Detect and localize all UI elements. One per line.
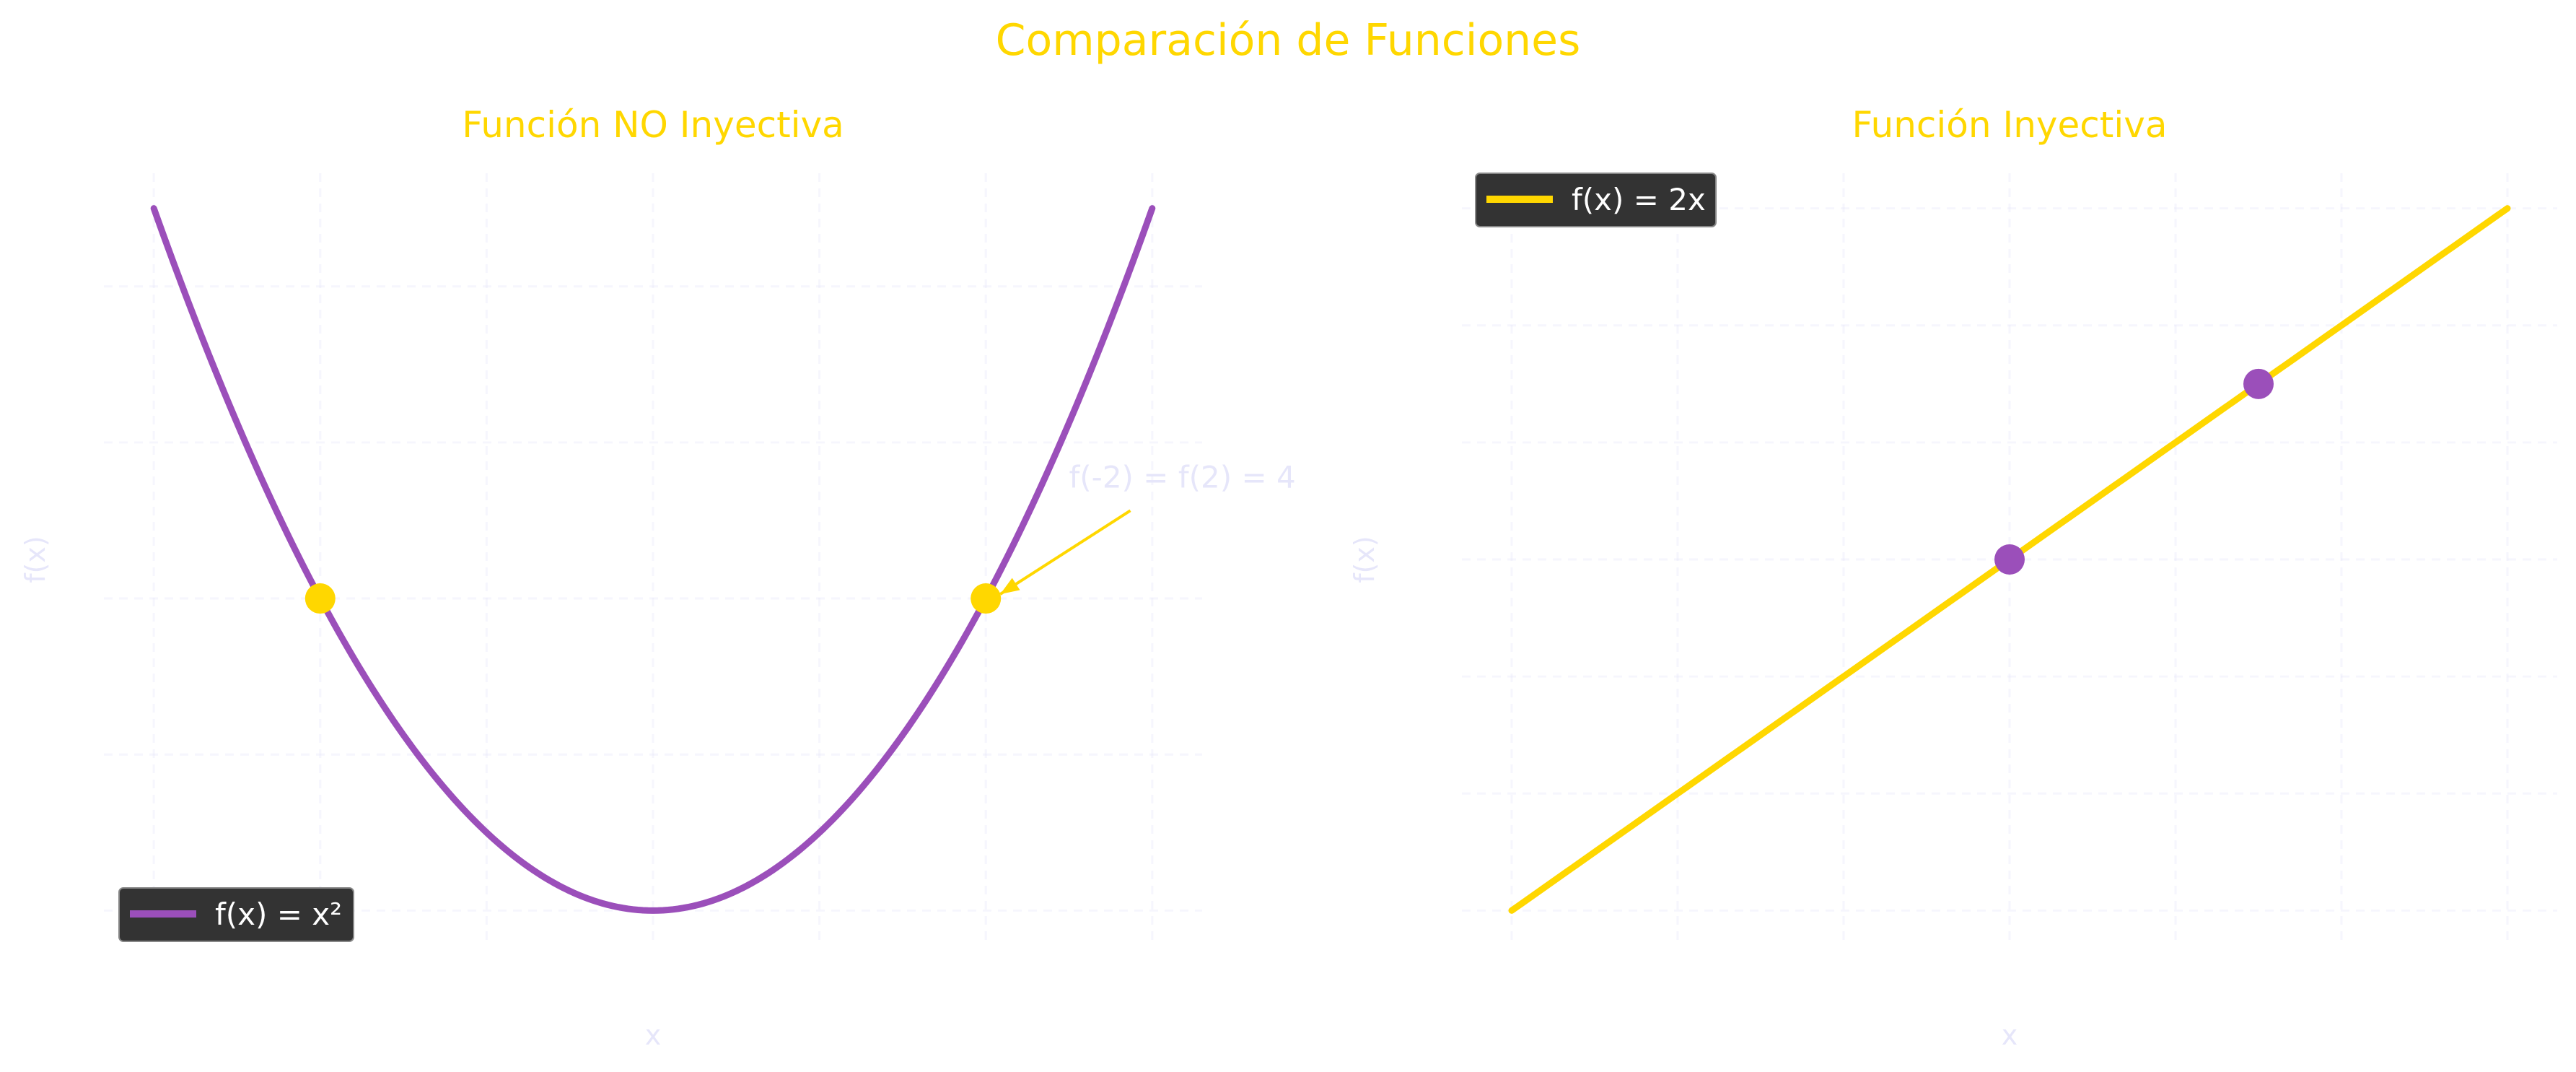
left-chart-points [305,583,1002,614]
right-chart: Función Inyectiva x f(x) f(x) = 2x [1349,104,2557,1051]
left-chart-annotation-arrowhead [1000,578,1020,595]
right-chart-points [1994,368,2274,575]
right-chart-ylabel: f(x) [1349,536,1380,583]
left-chart-legend-box [118,887,354,942]
right-chart-xlabel: x [2002,1019,2018,1051]
data-point [971,583,1002,614]
left-chart-ylabel: f(x) [19,536,51,583]
left-chart-xlabel: x [645,1019,662,1051]
left-chart-title: Función NO Inyectiva [462,104,844,146]
right-chart-legend-box [1475,173,1717,227]
left-chart-legend: f(x) = x² [118,887,354,942]
right-chart-legend-label: f(x) = 2x [1572,182,1706,217]
data-point [305,583,336,614]
left-chart-annotation-arrow [999,509,1131,596]
figure-title: Comparación de Funciones [996,15,1581,66]
left-chart-grid [104,173,1202,946]
right-chart-title: Función Inyectiva [1852,104,2168,146]
left-chart-annotation: f(-2) = f(2) = 4 [1069,459,1296,494]
right-chart-legend: f(x) = 2x [1475,173,1717,227]
data-point [2243,368,2274,399]
data-point [1994,544,2025,575]
left-chart-legend-label: f(x) = x² [215,897,342,932]
left-chart: Función NO Inyectiva x f(x) f(-2) = f(2)… [19,104,1296,1051]
